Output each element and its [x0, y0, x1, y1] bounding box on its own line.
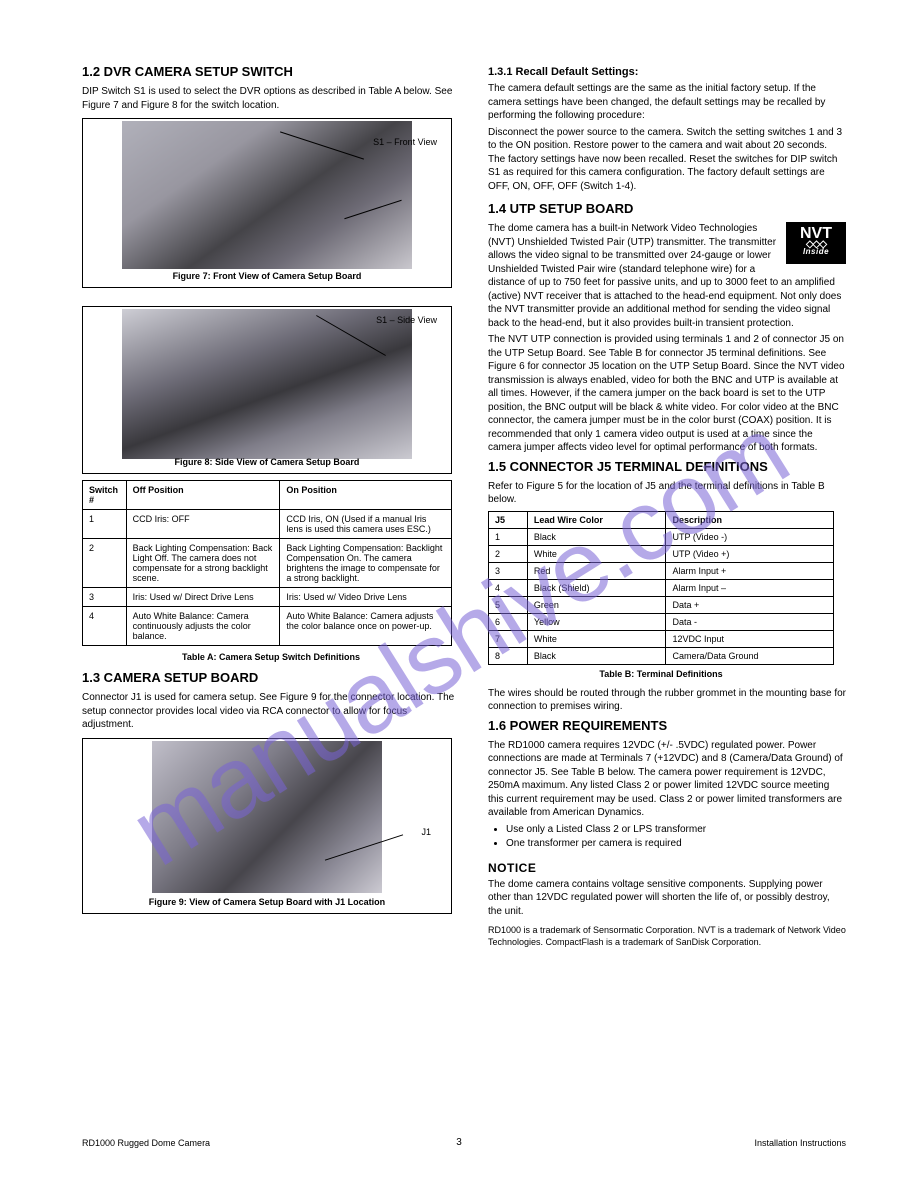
table-row: 3 Iris: Used w/ Direct Drive Lens Iris: … — [83, 588, 452, 607]
heading-recall: 1.3.1 Recall Default Settings: — [488, 66, 846, 78]
table-row: 1 CCD Iris: OFF CCD Iris, ON (Used if a … — [83, 510, 452, 539]
table-row: 2 Back Lighting Compensation: Back Light… — [83, 539, 452, 588]
figure-7-caption: Figure 7: Front View of Camera Setup Boa… — [83, 271, 451, 281]
page-number: 3 — [456, 1137, 462, 1148]
body-cam-setup-board: Connector J1 is used for camera setup. S… — [82, 691, 460, 732]
bullet-item: One transformer per camera is required — [506, 837, 846, 851]
page-footer: RD1000 Rugged Dome Camera Installation I… — [82, 1138, 846, 1148]
heading-utp: 1.4 UTP SETUP BOARD — [488, 201, 846, 216]
figure-7-box: S1 – Front View Figure 7: Front View of … — [82, 118, 452, 288]
footer-right: Installation Instructions — [754, 1138, 846, 1148]
table-row: 7White12VDC Input — [489, 630, 834, 647]
heading-dvr-setup: 1.2 DVR CAMERA SETUP SWITCH — [82, 64, 460, 79]
body-recall-2: Disconnect the power source to the camer… — [488, 126, 846, 194]
body-conn-routing: The wires should be routed through the r… — [488, 687, 846, 714]
figure-8-photo — [122, 309, 412, 459]
th-color: Lead Wire Color — [527, 511, 666, 528]
left-column: 1.2 DVR CAMERA SETUP SWITCH DIP Switch S… — [82, 60, 460, 952]
trademark-text: RD1000 is a trademark of Sensormatic Cor… — [488, 924, 846, 948]
heading-utp-text: 1.4 UTP SETUP BOARD — [488, 201, 633, 216]
table-row: 4 Auto White Balance: Camera continuousl… — [83, 607, 452, 646]
notice-body: The dome camera contains voltage sensiti… — [488, 878, 846, 919]
heading-cam-setup-board: 1.3 CAMERA SETUP BOARD — [82, 670, 460, 685]
nvt-inside-text: Inside — [786, 248, 846, 256]
figure-9-caption: Figure 9: View of Camera Setup Board wit… — [83, 897, 451, 907]
table-row: 6YellowData - — [489, 613, 834, 630]
table-row: 2WhiteUTP (Video +) — [489, 545, 834, 562]
table-row: 4Black (Shield)Alarm Input – — [489, 579, 834, 596]
body-conn-intro: Refer to Figure 5 for the location of J5… — [488, 480, 846, 507]
body-utp-2: The NVT UTP connection is provided using… — [488, 333, 846, 455]
callout-s1-side: S1 – Side View — [376, 315, 437, 325]
notice-heading: NOTICE — [488, 861, 846, 875]
right-column: 1.3.1 Recall Default Settings: The camer… — [488, 60, 846, 952]
dip-switch-table: Switch # Off Position On Position 1 CCD … — [82, 480, 452, 646]
table-row: 8BlackCamera/Data Ground — [489, 647, 834, 664]
settings-tbody: 1 CCD Iris: OFF CCD Iris, ON (Used if a … — [83, 510, 452, 646]
table-b-caption: Table B: Terminal Definitions — [488, 669, 834, 679]
body-recall-1: The camera default settings are the same… — [488, 82, 846, 123]
th-off: Off Position — [126, 481, 280, 510]
figure-8-caption: Figure 8: Side View of Camera Setup Boar… — [83, 457, 451, 467]
bullet-item: Use only a Listed Class 2 or LPS transfo… — [506, 823, 846, 837]
nvt-logo: NVT ◇◇◇ Inside — [786, 222, 846, 264]
th-switch: Switch # — [83, 481, 127, 510]
figure-9-photo — [152, 741, 382, 893]
heading-connector-j5: 1.5 CONNECTOR J5 TERMINAL DEFINITIONS — [488, 459, 846, 474]
power-bullets: Use only a Listed Class 2 or LPS transfo… — [488, 823, 846, 851]
body-power: The RD1000 camera requires 12VDC (+/- .5… — [488, 739, 846, 820]
figure-8-box: S1 – Side View Figure 8: Side View of Ca… — [82, 306, 452, 474]
table-row: 3RedAlarm Input + — [489, 562, 834, 579]
th-j5: J5 — [489, 511, 528, 528]
connector-j5-table: J5 Lead Wire Color Description 1BlackUTP… — [488, 511, 834, 665]
two-column-layout: 1.2 DVR CAMERA SETUP SWITCH DIP Switch S… — [82, 60, 846, 952]
document-page: manualshive.com 1.2 DVR CAMERA SETUP SWI… — [0, 0, 918, 1188]
figure-7-photo — [122, 121, 412, 269]
table-row: 5GreenData + — [489, 596, 834, 613]
th-desc: Description — [666, 511, 834, 528]
table-row: 1BlackUTP (Video -) — [489, 528, 834, 545]
footer-left: RD1000 Rugged Dome Camera — [82, 1138, 210, 1148]
table-a-caption: Table A: Camera Setup Switch Definitions — [82, 652, 460, 662]
callout-s1-front: S1 – Front View — [373, 137, 437, 147]
figure-9-box: J1 Figure 9: View of Camera Setup Board … — [82, 738, 452, 914]
body-dvr-setup: DIP Switch S1 is used to select the DVR … — [82, 85, 460, 112]
heading-power: 1.6 POWER REQUIREMENTS — [488, 718, 846, 733]
th-on: On Position — [280, 481, 452, 510]
callout-j1: J1 — [421, 827, 431, 837]
